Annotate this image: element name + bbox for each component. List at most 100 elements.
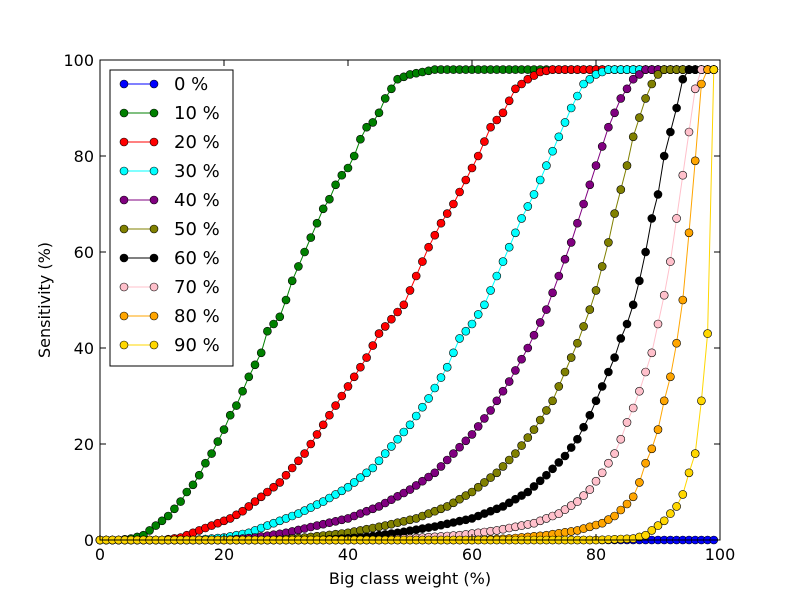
legend-marker xyxy=(119,108,129,118)
data-point xyxy=(684,468,694,478)
data-point xyxy=(684,228,694,238)
data-point xyxy=(573,91,582,101)
data-point xyxy=(399,427,409,437)
legend-box xyxy=(109,69,234,367)
data-point xyxy=(424,394,433,403)
legend-entry: 90 % xyxy=(119,335,220,356)
data-point xyxy=(362,353,371,362)
data-point xyxy=(368,118,378,127)
data-point xyxy=(641,247,650,257)
data-point xyxy=(635,113,644,122)
data-point xyxy=(566,103,576,113)
data-point xyxy=(616,94,626,103)
data-point xyxy=(628,74,638,84)
data-point xyxy=(393,434,402,444)
y-tick-label: 40 xyxy=(74,339,94,358)
legend-label: 50 % xyxy=(174,219,220,240)
data-point xyxy=(560,451,570,461)
data-point xyxy=(480,137,489,146)
data-point xyxy=(393,307,402,317)
data-point xyxy=(542,161,551,170)
data-point xyxy=(635,276,644,286)
data-point xyxy=(325,410,334,420)
data-point xyxy=(362,122,371,132)
data-point xyxy=(455,334,464,343)
data-point xyxy=(424,472,433,482)
data-point xyxy=(523,343,533,353)
data-point xyxy=(492,396,502,406)
data-point xyxy=(653,521,663,530)
data-point xyxy=(554,458,564,467)
data-point xyxy=(517,441,526,450)
data-point xyxy=(529,190,539,199)
data-point xyxy=(579,199,588,209)
data-point xyxy=(554,509,564,518)
data-point xyxy=(250,360,260,370)
data-point xyxy=(697,396,706,406)
data-point xyxy=(548,288,557,298)
data-point xyxy=(461,175,471,185)
data-point xyxy=(622,418,632,427)
data-point xyxy=(560,118,570,127)
data-point xyxy=(498,386,508,396)
data-point xyxy=(566,238,576,247)
legend-entry: 10 % xyxy=(119,103,220,124)
data-point xyxy=(523,487,533,497)
axes: 0 20 40 60 80 100 0 20 40 60 80 100 xyxy=(63,51,735,564)
data-point xyxy=(281,470,291,480)
axes-frame xyxy=(99,59,721,541)
data-point xyxy=(287,463,297,473)
data-point xyxy=(635,70,644,79)
data-point xyxy=(269,319,278,329)
data-point xyxy=(535,415,545,425)
data-point xyxy=(653,70,663,79)
legend-label: 70 % xyxy=(174,277,220,298)
data-point xyxy=(387,84,396,94)
data-point xyxy=(659,516,669,526)
data-point xyxy=(294,456,303,466)
data-point xyxy=(318,204,328,214)
data-point xyxy=(635,478,644,487)
data-point xyxy=(703,329,712,338)
data-point xyxy=(666,257,675,266)
data-point xyxy=(430,383,440,393)
data-point xyxy=(480,300,489,310)
data-point xyxy=(517,79,526,89)
data-point xyxy=(604,238,613,247)
data-point xyxy=(504,455,514,465)
data-point xyxy=(653,425,663,434)
data-point xyxy=(579,79,588,89)
data-point xyxy=(641,530,650,540)
data-point xyxy=(678,170,688,180)
data-point xyxy=(659,290,669,300)
data-point xyxy=(504,242,514,252)
data-point xyxy=(486,122,495,132)
data-point xyxy=(263,487,272,497)
data-point xyxy=(411,481,421,490)
data-point xyxy=(194,470,204,480)
data-point xyxy=(473,482,483,492)
data-point xyxy=(697,79,706,89)
data-point xyxy=(498,257,508,266)
data-point xyxy=(201,458,210,468)
data-point xyxy=(349,151,359,161)
data-point xyxy=(312,218,322,228)
data-point xyxy=(473,310,483,319)
data-point xyxy=(628,403,638,413)
legend-label: 20 % xyxy=(174,132,220,153)
data-point xyxy=(424,242,433,252)
data-point xyxy=(337,170,347,180)
data-point xyxy=(542,406,551,415)
y-tick-label: 100 xyxy=(63,51,94,70)
data-point xyxy=(678,490,688,499)
data-point xyxy=(306,439,316,449)
data-point xyxy=(616,334,626,343)
data-point xyxy=(467,163,477,173)
data-point xyxy=(263,326,272,336)
data-point xyxy=(597,142,607,151)
data-point xyxy=(455,442,464,452)
legend-marker xyxy=(119,79,129,89)
data-point xyxy=(492,271,502,281)
legend-label: 80 % xyxy=(174,306,220,327)
data-point xyxy=(647,79,657,89)
